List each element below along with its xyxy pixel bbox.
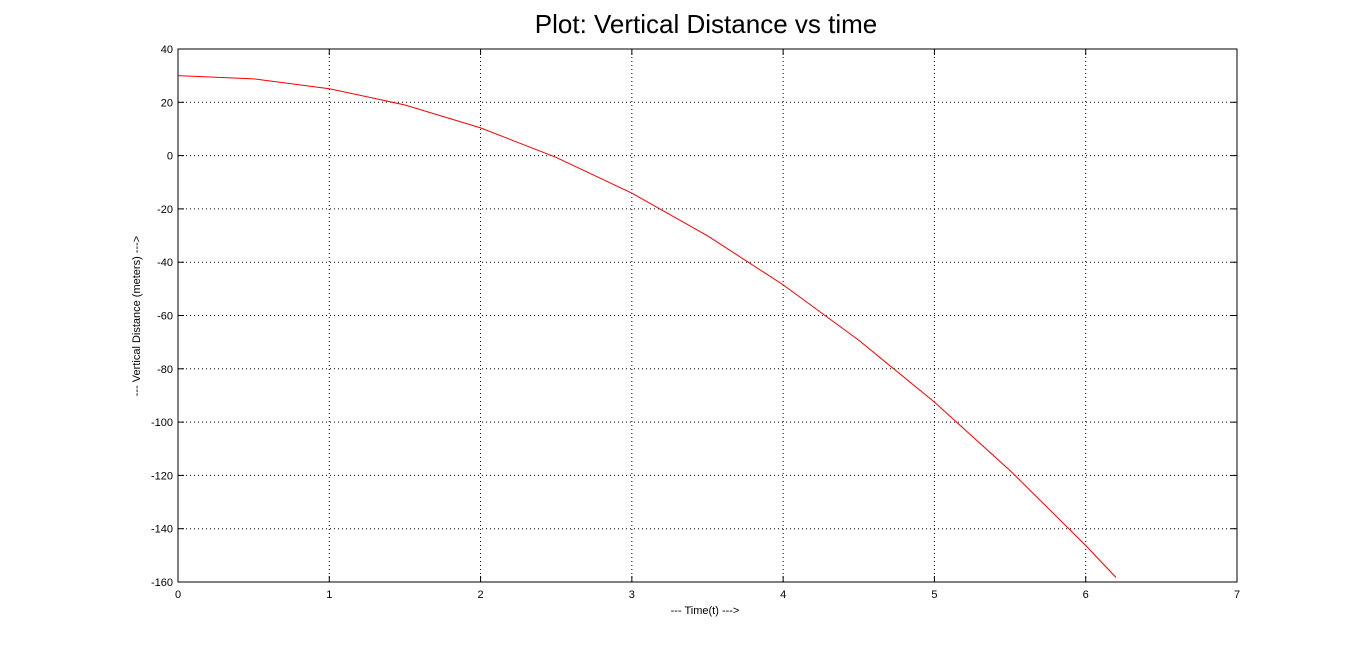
x-tick-label: 0 xyxy=(175,589,181,601)
x-tick-label: 3 xyxy=(629,589,635,601)
y-tick-label: -20 xyxy=(157,204,173,216)
y-tick-label: 0 xyxy=(167,151,173,163)
y-tick-label: 20 xyxy=(161,97,173,109)
x-tick-label: 4 xyxy=(780,589,786,601)
y-tick-label: -100 xyxy=(151,417,173,429)
x-tick-label: 1 xyxy=(326,589,332,601)
y-tick-label: -80 xyxy=(157,364,173,376)
y-axis-label: --- Vertical Distance (meters) ---> xyxy=(131,235,143,397)
x-tick-label: 7 xyxy=(1234,589,1240,601)
x-axis-label: --- Time(t) ---> xyxy=(670,605,740,617)
y-tick-label: -160 xyxy=(151,577,173,589)
x-tick-label: 2 xyxy=(478,589,484,601)
series-line xyxy=(177,75,1117,578)
y-tick-label: 40 xyxy=(161,44,173,56)
y-tick-label: -60 xyxy=(157,311,173,323)
y-tick-label: -140 xyxy=(151,524,173,536)
chart-title: Plot: Vertical Distance vs time xyxy=(534,9,878,39)
y-tick-label: -120 xyxy=(151,470,173,482)
x-tick-label: 6 xyxy=(1083,589,1089,601)
y-tick-label: -40 xyxy=(157,257,173,269)
x-tick-label: 5 xyxy=(931,589,937,601)
